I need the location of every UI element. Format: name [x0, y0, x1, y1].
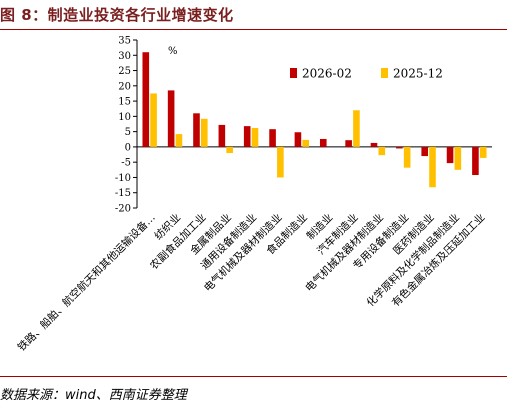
- bar-series2: [454, 146, 462, 170]
- y-tick-label: 10: [118, 112, 131, 123]
- bar-series1: [218, 124, 226, 147]
- top-rule: [0, 29, 507, 30]
- y-tick-label: -20: [115, 204, 131, 215]
- bar-series1: [269, 129, 276, 147]
- figure-title: 图 8：制造业投资各行业增速变化: [0, 6, 234, 24]
- bar-series2: [353, 110, 360, 147]
- y-tick-label: 15: [118, 97, 131, 108]
- bar-series2: [150, 93, 157, 147]
- y-tick-label: 20: [118, 81, 131, 92]
- y-tick-label: -5: [121, 158, 131, 169]
- x-category-label: 铁路、船舶、航空航天和其他运输设备…: [15, 211, 158, 354]
- bar-series2: [378, 146, 386, 156]
- bar-series1: [472, 146, 479, 176]
- y-tick-label: 0: [125, 142, 131, 153]
- y-tick-label: 5: [125, 127, 131, 138]
- bar-series2: [429, 146, 436, 188]
- bar-series2: [175, 134, 183, 147]
- y-tick-label: -15: [115, 188, 131, 199]
- legend-swatch: [290, 68, 297, 78]
- bar-series2: [479, 146, 487, 158]
- bar-series1: [243, 126, 251, 147]
- bar-series2: [251, 127, 259, 147]
- bar-series1: [421, 146, 429, 157]
- source-note: 数据来源：wind、西南证券整理: [0, 388, 187, 403]
- bar-series1: [167, 90, 175, 147]
- bar-series2: [277, 146, 284, 178]
- bar-series2: [403, 146, 411, 168]
- bar-series1: [142, 52, 150, 147]
- bar-series1: [446, 146, 454, 164]
- bar-series1: [294, 132, 302, 147]
- y-tick-label: 30: [118, 51, 131, 62]
- legend-label: 2026-02: [302, 67, 352, 81]
- bar-series2: [226, 146, 233, 154]
- y-tick-label: -10: [115, 173, 131, 184]
- bar-series1: [345, 140, 352, 147]
- unit-label: %: [168, 46, 178, 57]
- y-tick-label: 25: [118, 66, 131, 77]
- bar-series2: [200, 118, 208, 147]
- bar-series1: [193, 113, 200, 147]
- bar-chart: 35 30 25 20 15 10 5 0 -5 -10 -15 -20% 铁路、船舶、航空航天和其他运…: [15, 36, 492, 354]
- bottom-rule: [0, 376, 507, 377]
- bar-series2: [302, 139, 310, 147]
- legend-swatch: [381, 68, 388, 78]
- bar-series1: [319, 138, 327, 147]
- bar-series1: [370, 142, 378, 147]
- y-tick-label: 35: [118, 36, 131, 47]
- legend-label: 2025-12: [393, 67, 443, 81]
- bar-series1: [396, 146, 403, 149]
